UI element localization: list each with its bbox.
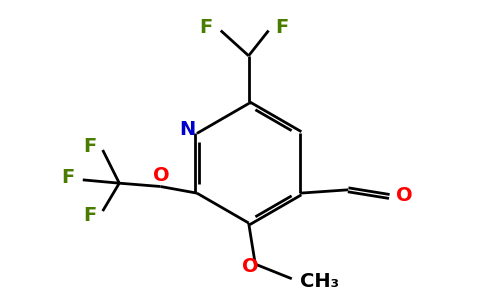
Text: N: N — [180, 120, 196, 139]
Text: F: F — [83, 206, 96, 224]
Text: F: F — [83, 136, 96, 155]
Text: F: F — [61, 168, 75, 187]
Text: O: O — [242, 257, 258, 276]
Text: F: F — [275, 18, 288, 38]
Text: O: O — [395, 186, 412, 205]
Text: O: O — [153, 167, 170, 185]
Text: CH₃: CH₃ — [300, 272, 339, 291]
Text: F: F — [199, 18, 213, 38]
